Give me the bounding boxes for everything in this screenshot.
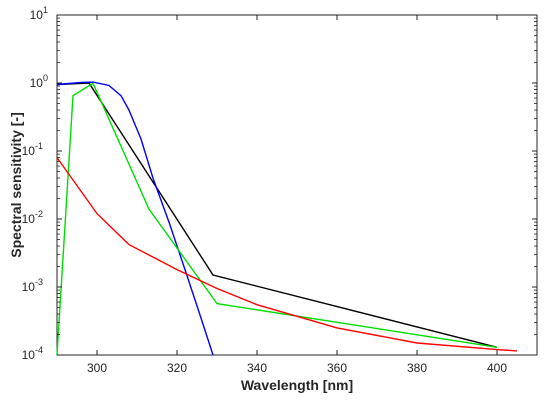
y-tick-label: 10-2 (22, 209, 43, 226)
plot-area (56, 14, 538, 356)
y-tick-label: 10-1 (22, 141, 43, 158)
tick-layer: 300 320 340 360 380 400 10-4 10-3 10-2 10-1 100 101 (22, 5, 537, 375)
series-line-3 (56, 82, 498, 356)
x-tick-label: 300 (87, 361, 107, 375)
x-tick-label: 380 (407, 361, 427, 375)
series-line-2 (56, 81, 214, 356)
x-tick-label: 360 (327, 361, 347, 375)
series-layer (56, 81, 518, 356)
x-tick-label: 400 (487, 361, 507, 375)
series-line-4 (56, 157, 518, 352)
x-axis-title: Wavelength [nm] (241, 377, 353, 393)
y-tick-label: 10-3 (22, 277, 43, 294)
x-tick-label: 320 (167, 361, 187, 375)
y-tick-label: 10-4 (22, 345, 43, 362)
y-tick-label: 101 (30, 5, 48, 22)
y-tick-label: 100 (30, 73, 48, 90)
x-tick-label: 340 (247, 361, 267, 375)
y-axis-title: Spectral sensitivity [-] (8, 112, 24, 258)
